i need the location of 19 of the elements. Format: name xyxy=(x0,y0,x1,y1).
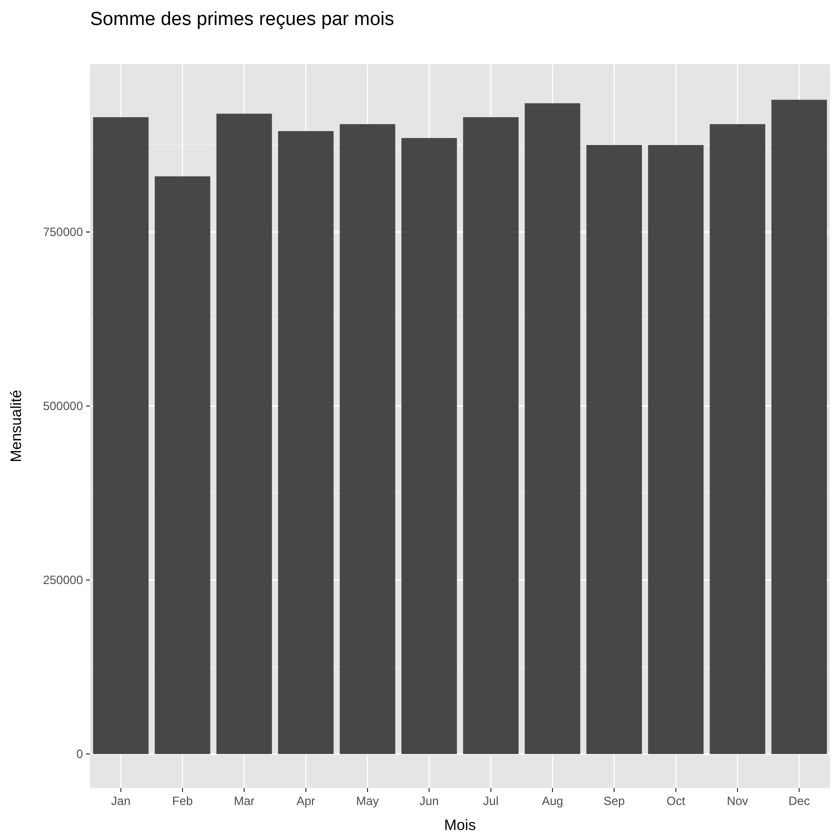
y-tick-label: 750000 xyxy=(42,225,84,240)
x-tick-label: Oct xyxy=(666,794,686,808)
x-axis-title: Mois xyxy=(444,817,476,834)
x-tick-label: Dec xyxy=(788,794,810,808)
x-tick-label: Aug xyxy=(542,794,564,808)
x-tick-label: Feb xyxy=(172,794,194,808)
y-tick-label: 0 xyxy=(76,747,84,762)
x-tick-label: Nov xyxy=(726,794,748,808)
x-tick-label: Mar xyxy=(234,794,255,808)
x-tick-label: May xyxy=(356,794,379,808)
x-tick-label: Jun xyxy=(419,794,439,808)
y-tick-label: 250000 xyxy=(42,573,84,588)
x-tick-label: Apr xyxy=(296,794,316,808)
x-tick-label: Jan xyxy=(111,794,131,808)
y-tick-label: 500000 xyxy=(42,399,84,414)
x-tick-label: Jul xyxy=(483,794,499,808)
chart-title: Somme des primes reçues par mois xyxy=(90,9,394,30)
x-tick-label: Sep xyxy=(603,794,626,808)
y-axis-title: Mensualité xyxy=(8,390,25,462)
